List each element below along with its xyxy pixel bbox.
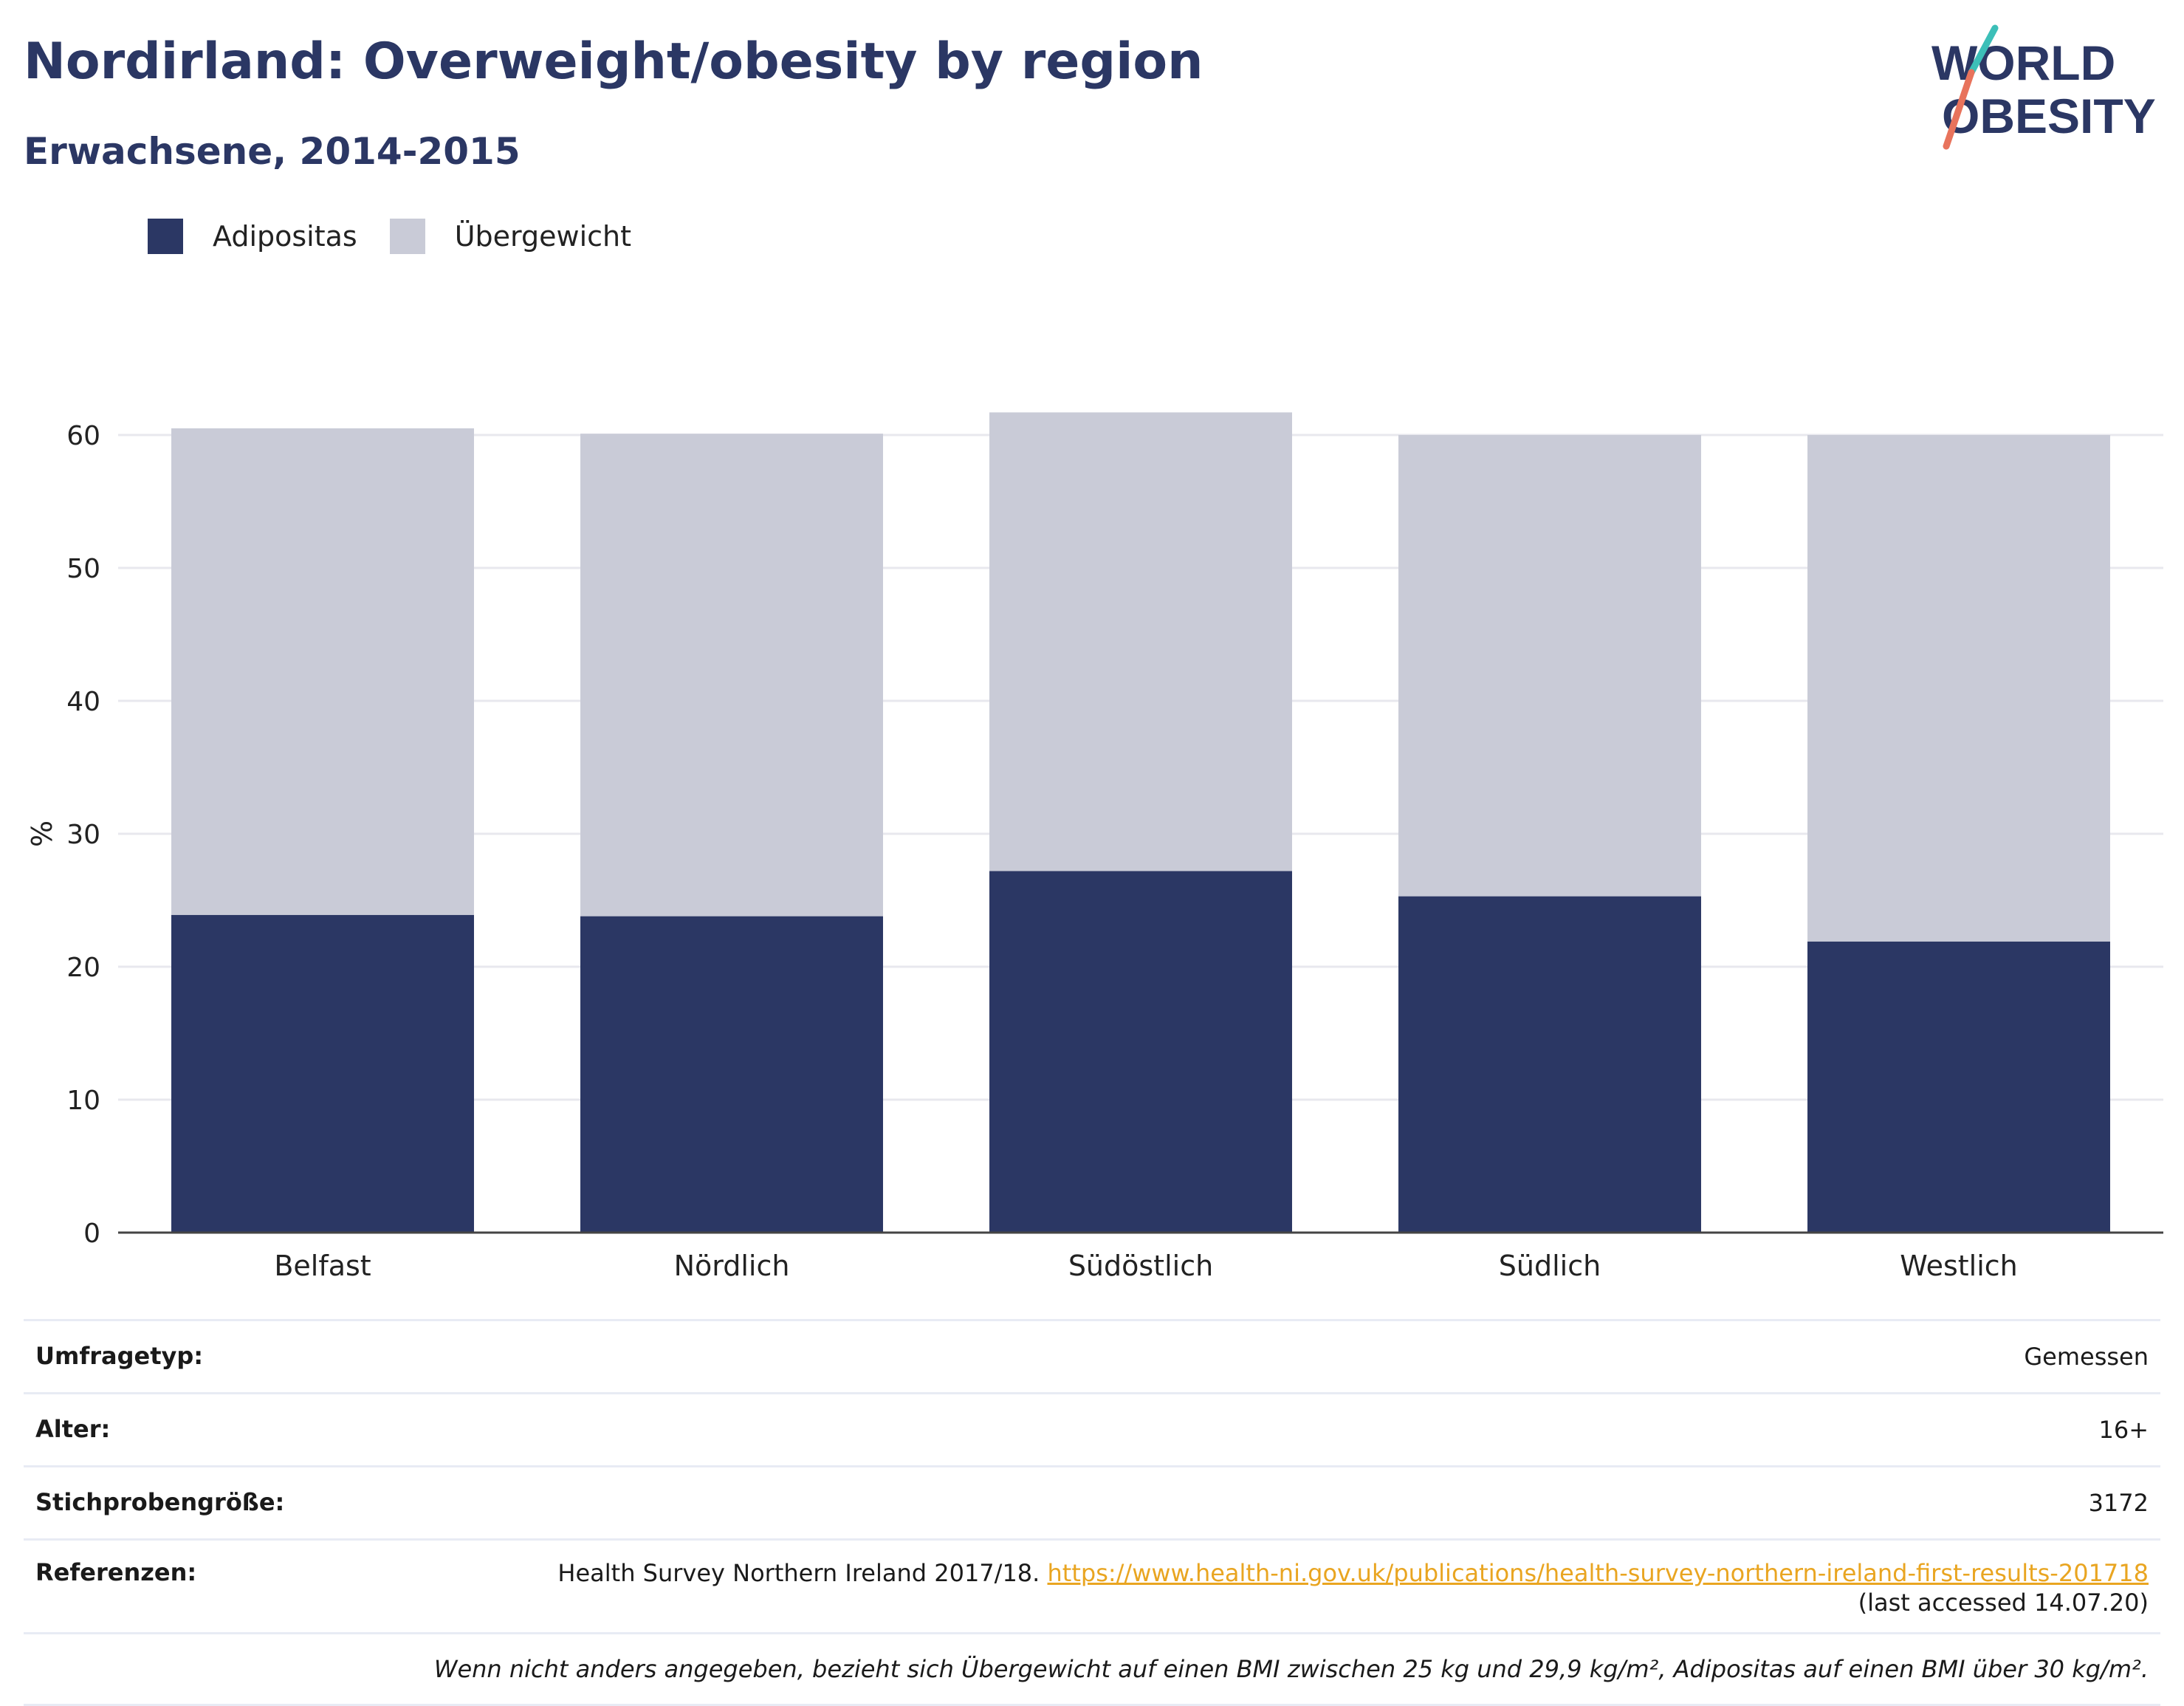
sample-size-value: 3172	[2088, 1489, 2149, 1517]
logo-word-world: WORLD	[1931, 35, 2115, 90]
x-tick-label: Südlich	[1499, 1250, 1601, 1282]
references-value: Health Survey Northern Ireland 2017/18. …	[524, 1558, 2149, 1617]
y-tick-label: 20	[66, 953, 100, 983]
logo-word-obesity: OBESITY	[1942, 89, 2156, 143]
legend-label-overweight: Übergewicht	[454, 220, 631, 253]
survey-type-label: Umfragetyp:	[35, 1342, 204, 1370]
bar-overweight	[989, 412, 1292, 871]
legend-item-overweight[interactable]: Übergewicht	[389, 219, 631, 254]
legend-swatch-obesity	[148, 219, 183, 254]
logo-slash-teal	[1968, 24, 1999, 76]
info-table: Umfragetyp: Gemessen Alter: 16+ Stichpro…	[24, 1319, 2160, 1706]
age-label: Alter:	[35, 1415, 111, 1443]
bar-obesity	[1807, 941, 2110, 1233]
bar-obesity	[580, 916, 883, 1233]
info-row-survey-type: Umfragetyp: Gemessen	[24, 1319, 2160, 1392]
bar-obesity	[171, 914, 474, 1233]
y-tick-label: 10	[66, 1086, 100, 1116]
sample-size-label: Stichprobengröße:	[35, 1488, 285, 1516]
chart-subtitle: Erwachsene, 2014-2015	[24, 130, 521, 173]
reference-link[interactable]: https://www.health-ni.gov.uk/publication…	[1047, 1559, 2149, 1587]
x-tick-label: Südöstlich	[1068, 1250, 1213, 1282]
y-tick-label: 0	[83, 1219, 100, 1249]
chart-legend: Adipositas Übergewicht	[148, 219, 664, 254]
bar-overweight	[171, 428, 474, 915]
y-axis-label: %	[26, 821, 58, 847]
bar-obesity	[989, 871, 1292, 1233]
bar-overweight	[1398, 435, 1701, 897]
bar-overweight	[580, 434, 883, 917]
x-tick-labels: Belfast Nördlich Südöstlich Südlich Westlich	[274, 1250, 2017, 1282]
survey-type-value: Gemessen	[2024, 1343, 2149, 1371]
x-tick-label: Belfast	[274, 1250, 371, 1282]
age-value: 16+	[2098, 1416, 2149, 1444]
references-accessed: (last accessed 14.07.20)	[1858, 1589, 2149, 1617]
world-obesity-logo: WORLD OBESITY	[1931, 24, 2156, 150]
y-tick-label: 30	[66, 820, 100, 850]
x-tick-label: Nördlich	[674, 1250, 790, 1282]
legend-swatch-overweight	[389, 219, 425, 254]
logo-slash-coral	[1943, 69, 1975, 150]
x-tick-label: Westlich	[1900, 1250, 2018, 1282]
references-label: Referenzen:	[35, 1558, 197, 1586]
references-text: Health Survey Northern Ireland 2017/18.	[557, 1559, 1048, 1587]
info-row-references: Referenzen: Health Survey Northern Irela…	[24, 1538, 2160, 1632]
definition-note: Wenn nicht anders angegeben, bezieht sic…	[433, 1655, 2149, 1683]
bar-overweight	[1807, 435, 2110, 942]
legend-item-obesity[interactable]: Adipositas	[148, 219, 357, 254]
y-tick-label: 40	[66, 687, 100, 717]
info-row-sample-size: Stichprobengröße: 3172	[24, 1465, 2160, 1538]
info-row-definition-note: Wenn nicht anders angegeben, bezieht sic…	[24, 1632, 2160, 1706]
y-tick-labels: 0 10 20 30 40 50 60	[66, 421, 100, 1249]
legend-label-obesity: Adipositas	[213, 220, 357, 253]
chart-title: Nordirland: Overweight/obesity by region	[24, 32, 1203, 91]
y-tick-label: 50	[66, 554, 100, 584]
bar-obesity	[1398, 896, 1701, 1233]
stacked-bar-chart: 0 10 20 30 40 50 60 Belfast Nördlich Südöstlich S…	[26, 412, 2163, 1282]
y-tick-label: 60	[66, 421, 100, 451]
info-row-age: Alter: 16+	[24, 1392, 2160, 1465]
bar-group	[171, 412, 2110, 1233]
